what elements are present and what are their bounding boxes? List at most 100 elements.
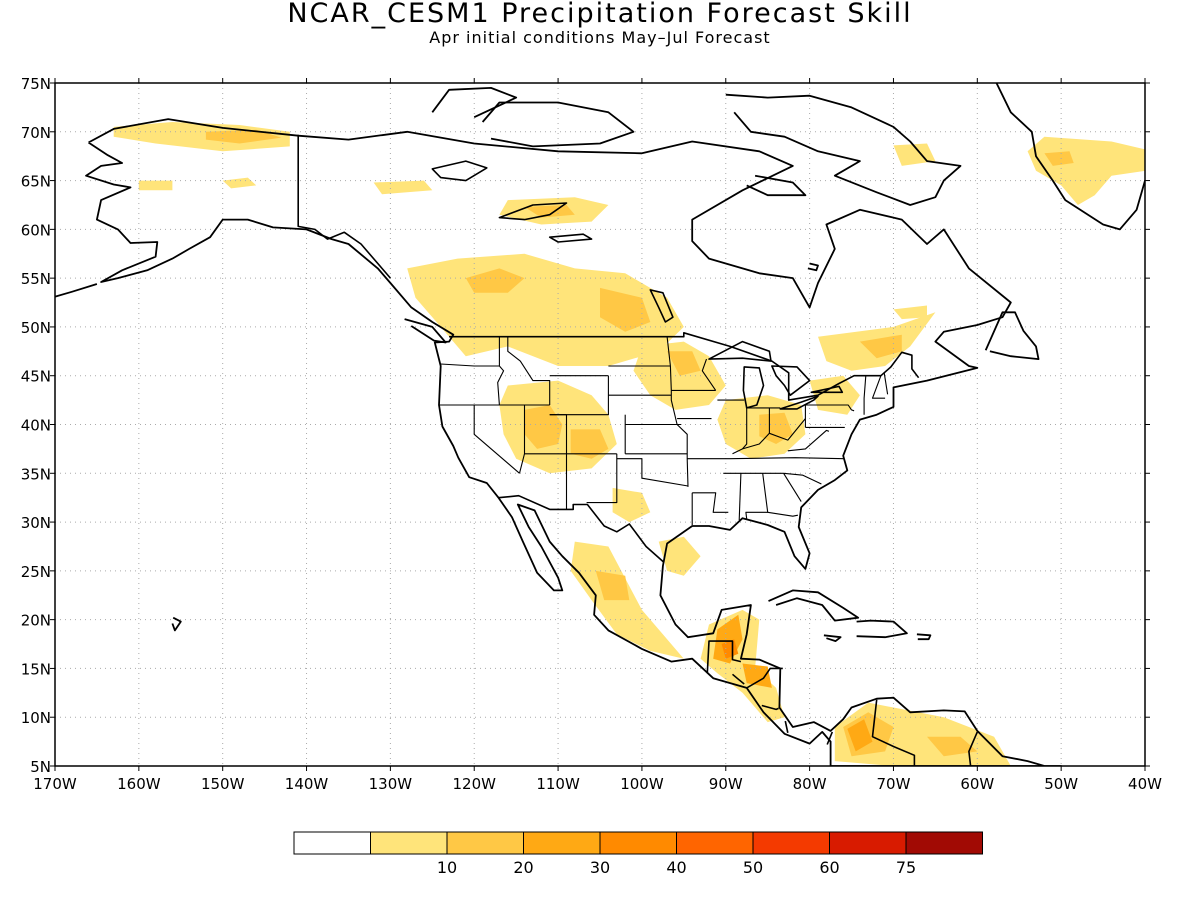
lake-great-bear-lake [431, 160, 488, 182]
skill-region-labrador-south [893, 305, 927, 320]
state-line-nm-tx [586, 453, 618, 504]
coastline-newfoundland [984, 311, 1040, 361]
skill-region-alaska-north-slope-core [205, 129, 282, 144]
state-line-or-id-nv [497, 365, 505, 406]
skill-region-alaska-west [138, 180, 173, 191]
coastline-southampton-island [746, 174, 807, 197]
skill-region-upper-midwest-core [667, 351, 701, 376]
lon-tick-label: 70W [877, 775, 911, 793]
skill-region-sierra-madre-core [595, 570, 630, 601]
coastline-north-america-mainland [85, 118, 1063, 766]
border-us-canada-border [449, 331, 920, 401]
skill-region-sierra-madre [570, 541, 684, 659]
lat-tick-label: 60N [21, 221, 51, 239]
legend-label: 20 [513, 858, 533, 877]
lake-great-slave-lake [498, 202, 568, 221]
legend-swatch [599, 831, 677, 855]
graticule [55, 83, 1145, 766]
state-line-nh-me [883, 372, 889, 395]
state-line-ga-sc [783, 473, 802, 502]
state-line-mn-wi [701, 358, 717, 391]
state-line-vt-nh-me [871, 375, 886, 399]
legend-swatch [446, 831, 524, 855]
lat-tick-label: 40N [21, 417, 51, 435]
legend-swatch [370, 831, 448, 855]
page-subtitle: Apr initial conditions May–Jul Forecast [429, 28, 771, 47]
state-line-va-wv [787, 429, 830, 452]
coastline-vancouver-island [404, 318, 447, 344]
lon-tick-label: 160W [117, 775, 161, 793]
lon-tick-label: 120W [452, 775, 496, 793]
lat-tick-label: 35N [21, 465, 51, 483]
state-line-nc-sc-ga [783, 472, 822, 485]
page-title: NCAR_CESM1 Precipitation Forecast Skill [287, 0, 913, 29]
lat-tick-label: 5N [30, 758, 51, 776]
state-line-ar-la-ms [692, 492, 729, 513]
legend-label: 10 [437, 858, 457, 877]
skill-shading-layer [113, 122, 1145, 766]
lake-lake-athabasca [548, 233, 593, 243]
coastline-layer [55, 83, 1145, 766]
lat-tick-label: 10N [21, 709, 51, 727]
lon-tick-label: 90W [709, 775, 743, 793]
legend-label: 40 [666, 858, 686, 877]
border-venezuela-guyana [968, 731, 979, 766]
border-central-america-3 [761, 704, 779, 711]
lat-tick-label: 15N [21, 660, 51, 678]
legend-swatch [676, 831, 754, 855]
skill-region-greenland-core [1044, 151, 1074, 166]
state-line-ga-fl [767, 511, 799, 517]
state-line-ok-panhandle [616, 458, 689, 487]
lake-lake-superior [708, 340, 772, 362]
legend-swatch [293, 831, 371, 855]
skill-region-colombia-max [847, 719, 873, 752]
lon-tick-label: 80W [793, 775, 827, 793]
lat-tick-label: 65N [21, 173, 51, 191]
coastline-cuba [768, 589, 860, 622]
skill-region-quebec-core [859, 334, 902, 359]
coastline-puerto-rico [916, 633, 932, 641]
skill-region-gulf-coast-mexico [658, 536, 701, 576]
skill-region-nunavut-east [893, 143, 936, 166]
state-line-ohio-river [732, 418, 806, 455]
coastline-jamaica [823, 634, 842, 642]
coastline-hispaniola [856, 619, 908, 639]
lake-lake-michigan [742, 366, 765, 409]
state-line-ky-tn [729, 457, 845, 460]
lat-tick-label: 25N [21, 563, 51, 581]
skill-region-ohio-valley-core [759, 412, 793, 444]
state-line-id-mt-wy [507, 336, 551, 405]
skill-region-alaska-north-slope [113, 122, 290, 152]
lon-tick-label: 60W [960, 775, 994, 793]
lat-tick-label: 70N [21, 124, 51, 142]
coastline-hawaii-big-island [171, 616, 182, 632]
border-alaska-canada-border [297, 134, 392, 279]
border-central-america-4 [784, 720, 789, 733]
border-us-mexico-border [498, 494, 665, 563]
lake-lake-winnipeg [649, 289, 674, 323]
state-line-dakota-minnesota [666, 336, 689, 487]
state-line-wa-or [440, 363, 500, 367]
coastline-southampton-belcher [807, 262, 819, 272]
legend-swatch [829, 831, 907, 855]
lon-tick-label: 50W [1044, 775, 1078, 793]
skill-region-alaska-interior [222, 177, 257, 189]
legend-label: 50 [743, 858, 763, 877]
border-mexico-guatemala-belize [706, 640, 742, 674]
lat-tick-label: 30N [21, 514, 51, 532]
legend-label: 60 [819, 858, 839, 877]
lat-tick-label: 50N [21, 319, 51, 337]
skill-region-yucatan-central-america [700, 609, 785, 723]
lon-tick-label: 130W [369, 775, 413, 793]
lake-lake-erie [779, 395, 819, 410]
legend-label: 30 [590, 858, 610, 877]
skill-region-utah-core [524, 405, 563, 449]
state-line-il-in [742, 407, 748, 450]
skill-region-great-plains-north [633, 341, 726, 410]
state-line-pa-ny-md [805, 404, 855, 412]
state-line-ut-co [549, 414, 568, 454]
lat-tick-label: 20N [21, 612, 51, 630]
border-central-america-1 [731, 673, 745, 685]
coastline-aleutians [55, 283, 98, 298]
